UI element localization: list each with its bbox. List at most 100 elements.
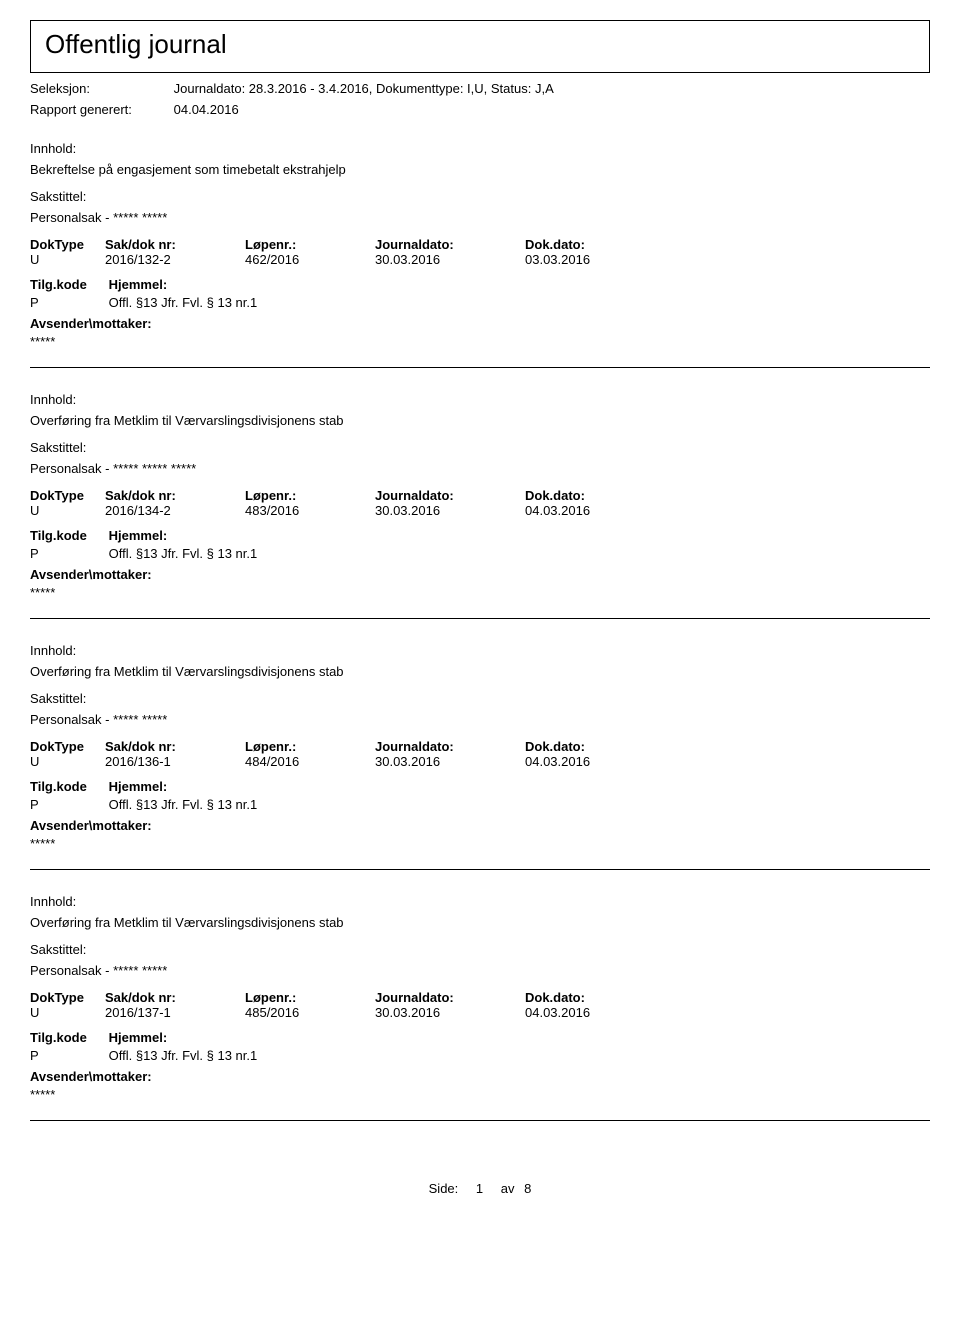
journal-entry: Innhold: Overføring fra Metklim til Værv… xyxy=(30,392,930,619)
journaldato-value: 30.03.2016 xyxy=(375,252,525,267)
hjemmel-label: Hjemmel: xyxy=(109,277,168,292)
tilgkode-label: Tilg.kode xyxy=(30,779,105,794)
doc-table: DokType Sak/dok nr: Løpenr.: Journaldato… xyxy=(30,237,930,267)
doktype-header: DokType xyxy=(30,488,105,503)
dokdato-header: Dok.dato: xyxy=(525,488,655,503)
doc-table: DokType Sak/dok nr: Løpenr.: Journaldato… xyxy=(30,739,930,769)
doc-data-row: U 2016/136-1 484/2016 30.03.2016 04.03.2… xyxy=(30,754,930,769)
tilg-section: Tilg.kode Hjemmel: P Offl. §13 Jfr. Fvl.… xyxy=(30,528,930,561)
lopenr-value: 483/2016 xyxy=(245,503,375,518)
journal-entry: Innhold: Bekreftelse på engasjement som … xyxy=(30,141,930,368)
lopenr-header: Løpenr.: xyxy=(245,739,375,754)
seleksjon-value: Journaldato: 28.3.2016 - 3.4.2016, Dokum… xyxy=(174,81,554,96)
innhold-value: Overføring fra Metklim til Værvarslingsd… xyxy=(30,664,930,679)
lopenr-header: Løpenr.: xyxy=(245,488,375,503)
sakdok-header: Sak/dok nr: xyxy=(105,990,245,1005)
tilg-header: Tilg.kode Hjemmel: xyxy=(30,779,930,794)
hjemmel-label: Hjemmel: xyxy=(109,1030,168,1045)
tilg-section: Tilg.kode Hjemmel: P Offl. §13 Jfr. Fvl.… xyxy=(30,1030,930,1063)
footer-page: 1 xyxy=(468,1181,491,1196)
entry-divider xyxy=(30,869,930,870)
sakdok-value: 2016/132-2 xyxy=(105,252,245,267)
entries-container: Innhold: Bekreftelse på engasjement som … xyxy=(30,141,930,1121)
journaldato-value: 30.03.2016 xyxy=(375,503,525,518)
tilgkode-label: Tilg.kode xyxy=(30,1030,105,1045)
rapport-label: Rapport generert: xyxy=(30,102,170,117)
rapport-line: Rapport generert: 04.04.2016 xyxy=(30,102,930,117)
tilg-row: P Offl. §13 Jfr. Fvl. § 13 nr.1 xyxy=(30,295,930,310)
dokdato-header: Dok.dato: xyxy=(525,237,655,252)
innhold-label: Innhold: xyxy=(30,141,930,156)
title-box: Offentlig journal xyxy=(30,20,930,73)
page-footer: Side: 1 av 8 xyxy=(30,1181,930,1196)
sakstittel-label: Sakstittel: xyxy=(30,189,930,204)
rapport-value: 04.04.2016 xyxy=(174,102,239,117)
dokdato-header: Dok.dato: xyxy=(525,739,655,754)
innhold-label: Innhold: xyxy=(30,643,930,658)
doktype-value: U xyxy=(30,1005,105,1020)
lopenr-header: Løpenr.: xyxy=(245,990,375,1005)
journaldato-header: Journaldato: xyxy=(375,488,525,503)
doktype-header: DokType xyxy=(30,990,105,1005)
tilg-header: Tilg.kode Hjemmel: xyxy=(30,1030,930,1045)
doktype-header: DokType xyxy=(30,237,105,252)
dokdato-header: Dok.dato: xyxy=(525,990,655,1005)
hjemmel-value: Offl. §13 Jfr. Fvl. § 13 nr.1 xyxy=(109,546,258,561)
entry-divider xyxy=(30,618,930,619)
sakdok-value: 2016/134-2 xyxy=(105,503,245,518)
doc-header-row: DokType Sak/dok nr: Løpenr.: Journaldato… xyxy=(30,739,930,754)
doc-header-row: DokType Sak/dok nr: Løpenr.: Journaldato… xyxy=(30,237,930,252)
doc-data-row: U 2016/134-2 483/2016 30.03.2016 04.03.2… xyxy=(30,503,930,518)
doktype-header: DokType xyxy=(30,739,105,754)
innhold-value: Bekreftelse på engasjement som timebetal… xyxy=(30,162,930,177)
tilg-section: Tilg.kode Hjemmel: P Offl. §13 Jfr. Fvl.… xyxy=(30,277,930,310)
avsender-label: Avsender\mottaker: xyxy=(30,567,930,582)
entry-divider xyxy=(30,1120,930,1121)
doc-table: DokType Sak/dok nr: Løpenr.: Journaldato… xyxy=(30,990,930,1020)
innhold-value: Overføring fra Metklim til Værvarslingsd… xyxy=(30,915,930,930)
footer-label: Side: xyxy=(429,1181,465,1196)
avsender-label: Avsender\mottaker: xyxy=(30,1069,930,1084)
doktype-value: U xyxy=(30,252,105,267)
sakdok-value: 2016/137-1 xyxy=(105,1005,245,1020)
dokdato-value: 04.03.2016 xyxy=(525,1005,655,1020)
tilg-row: P Offl. §13 Jfr. Fvl. § 13 nr.1 xyxy=(30,1048,930,1063)
doc-header-row: DokType Sak/dok nr: Løpenr.: Journaldato… xyxy=(30,488,930,503)
tilg-row: P Offl. §13 Jfr. Fvl. § 13 nr.1 xyxy=(30,797,930,812)
tilg-header: Tilg.kode Hjemmel: xyxy=(30,277,930,292)
doc-table: DokType Sak/dok nr: Løpenr.: Journaldato… xyxy=(30,488,930,518)
doktype-value: U xyxy=(30,754,105,769)
tilgkode-value: P xyxy=(30,295,105,310)
journaldato-value: 30.03.2016 xyxy=(375,1005,525,1020)
hjemmel-label: Hjemmel: xyxy=(109,779,168,794)
journaldato-header: Journaldato: xyxy=(375,237,525,252)
hjemmel-value: Offl. §13 Jfr. Fvl. § 13 nr.1 xyxy=(109,1048,258,1063)
lopenr-value: 484/2016 xyxy=(245,754,375,769)
dokdato-value: 03.03.2016 xyxy=(525,252,655,267)
tilg-header: Tilg.kode Hjemmel: xyxy=(30,528,930,543)
tilgkode-value: P xyxy=(30,546,105,561)
avsender-value: ***** xyxy=(30,334,930,349)
seleksjon-label: Seleksjon: xyxy=(30,81,170,96)
entry-divider xyxy=(30,367,930,368)
tilgkode-value: P xyxy=(30,797,105,812)
avsender-value: ***** xyxy=(30,585,930,600)
page-title: Offentlig journal xyxy=(45,29,915,60)
lopenr-header: Løpenr.: xyxy=(245,237,375,252)
avsender-label: Avsender\mottaker: xyxy=(30,316,930,331)
sakstittel-value: Personalsak - ***** ***** xyxy=(30,963,930,978)
tilg-section: Tilg.kode Hjemmel: P Offl. §13 Jfr. Fvl.… xyxy=(30,779,930,812)
dokdato-value: 04.03.2016 xyxy=(525,503,655,518)
sakstittel-label: Sakstittel: xyxy=(30,942,930,957)
sakstittel-label: Sakstittel: xyxy=(30,440,930,455)
sakdok-header: Sak/dok nr: xyxy=(105,237,245,252)
lopenr-value: 462/2016 xyxy=(245,252,375,267)
sakstittel-value: Personalsak - ***** ***** xyxy=(30,210,930,225)
doc-data-row: U 2016/137-1 485/2016 30.03.2016 04.03.2… xyxy=(30,1005,930,1020)
sakstittel-label: Sakstittel: xyxy=(30,691,930,706)
sakstittel-value: Personalsak - ***** ***** ***** xyxy=(30,461,930,476)
doc-header-row: DokType Sak/dok nr: Løpenr.: Journaldato… xyxy=(30,990,930,1005)
journaldato-value: 30.03.2016 xyxy=(375,754,525,769)
doc-data-row: U 2016/132-2 462/2016 30.03.2016 03.03.2… xyxy=(30,252,930,267)
innhold-label: Innhold: xyxy=(30,894,930,909)
